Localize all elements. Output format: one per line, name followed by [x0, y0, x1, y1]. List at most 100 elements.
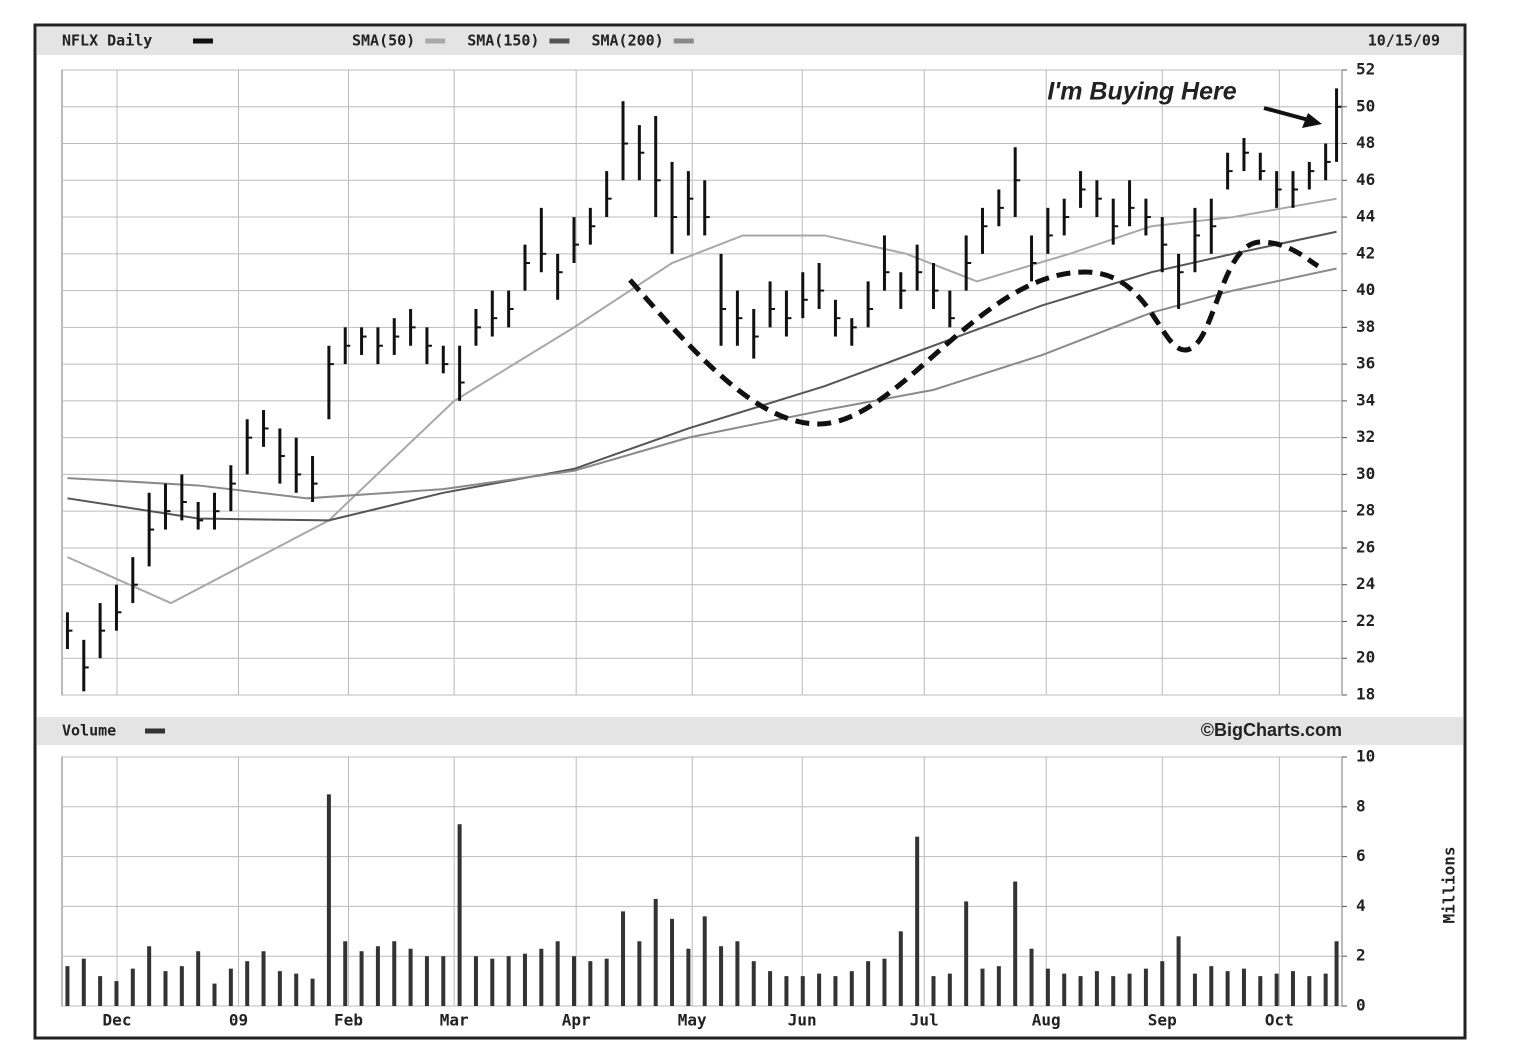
legend-label: SMA(150)	[467, 32, 539, 50]
volume-bar	[228, 968, 233, 1006]
volume-bar	[375, 946, 380, 1006]
price-header	[37, 27, 1463, 55]
volume-bar	[457, 824, 462, 1006]
chart-date: 10/15/09	[1368, 32, 1440, 50]
volume-bar	[114, 981, 119, 1006]
y-tick-label: 52	[1356, 60, 1375, 79]
volume-bar	[1029, 948, 1034, 1006]
x-tick-label: Jun	[788, 1011, 817, 1030]
y-tick-label: 18	[1356, 685, 1375, 704]
x-tick-label: 09	[229, 1011, 248, 1030]
volume-bar	[277, 971, 282, 1006]
volume-bar	[163, 971, 168, 1006]
y-tick-label: 36	[1356, 354, 1375, 373]
volume-bar	[522, 953, 527, 1006]
sma-line	[67, 230, 1337, 522]
x-tick-label: Feb	[334, 1011, 363, 1030]
volume-bar	[931, 976, 936, 1006]
volume-bar	[1045, 968, 1050, 1006]
volume-bar	[212, 983, 217, 1006]
volume-bar	[1209, 966, 1214, 1006]
volume-bar	[506, 956, 511, 1006]
volume-bar	[604, 958, 609, 1006]
volume-bar	[866, 961, 871, 1006]
sma-line	[67, 197, 1337, 605]
volume-header	[37, 717, 1463, 745]
volume-bar	[1013, 881, 1018, 1006]
volume-bar	[473, 956, 478, 1006]
volume-bar	[1323, 973, 1328, 1006]
grid	[62, 69, 1347, 1007]
y-tick-label: 50	[1356, 96, 1375, 115]
volume-bar	[1094, 971, 1099, 1006]
volume-bar	[98, 976, 103, 1006]
volume-bar	[849, 971, 854, 1006]
y-tick-label: 22	[1356, 611, 1375, 630]
volume-bar	[621, 911, 626, 1006]
volume-bar	[408, 948, 413, 1006]
volume-bar	[441, 956, 446, 1006]
y-tick-label: 2	[1356, 946, 1366, 965]
x-tick-label: May	[678, 1011, 707, 1030]
volume-bar	[980, 968, 985, 1006]
volume-bar	[653, 898, 658, 1006]
volume-bar	[702, 916, 707, 1006]
volume-bar	[1078, 976, 1083, 1006]
volume-bar	[359, 951, 364, 1006]
volume-bar	[1143, 968, 1148, 1006]
y-tick-label: 48	[1356, 133, 1375, 152]
volume-bar	[964, 901, 969, 1006]
volume-bar	[424, 956, 429, 1006]
volume-bar	[898, 931, 903, 1006]
volume-bar	[686, 948, 691, 1006]
volume-bar	[719, 946, 724, 1006]
volume-bar	[817, 973, 822, 1006]
volume-bar	[1062, 973, 1067, 1006]
y-tick-label: 4	[1356, 896, 1366, 915]
volume-title: Volume	[62, 722, 116, 740]
volume-bar	[751, 961, 756, 1006]
volume-bar	[490, 958, 495, 1006]
arrow-head	[1302, 113, 1322, 128]
volume-bar	[1274, 973, 1279, 1006]
volume-bar	[947, 973, 952, 1006]
volume-bar	[1307, 976, 1312, 1006]
volume-bar	[670, 918, 675, 1006]
y-tick-label: 0	[1356, 996, 1366, 1015]
volume-bar	[294, 973, 299, 1006]
volume-bar	[147, 946, 152, 1006]
volume-bar	[392, 941, 397, 1006]
y-tick-label: 46	[1356, 170, 1375, 189]
y-tick-label: 10	[1356, 747, 1375, 766]
y-tick-label: 34	[1356, 390, 1375, 409]
y-tick-label: 6	[1356, 846, 1366, 865]
volume-bar	[1290, 971, 1295, 1006]
volume-plot	[61, 756, 1343, 1007]
sma-line	[67, 267, 1337, 500]
volume-bar	[768, 971, 773, 1006]
y-tick-label: 24	[1356, 574, 1375, 593]
volume-bar	[800, 976, 805, 1006]
volume-bar	[996, 966, 1001, 1006]
volume-bar	[65, 966, 70, 1006]
y-tick-label: 32	[1356, 427, 1375, 446]
y-tick-label: 28	[1356, 501, 1375, 520]
volume-bar	[245, 961, 250, 1006]
volume-bar	[637, 941, 642, 1006]
volume-bar	[310, 978, 315, 1006]
volume-bar	[1241, 968, 1246, 1006]
volume-bar	[555, 941, 560, 1006]
x-tick-label: Apr	[562, 1011, 591, 1030]
volume-bar	[179, 966, 184, 1006]
volume-bar	[1192, 973, 1197, 1006]
volume-bar	[539, 948, 544, 1006]
y-tick-label: 44	[1356, 207, 1375, 226]
y-tick-label: 40	[1356, 280, 1375, 299]
volume-bar	[735, 941, 740, 1006]
x-tick-label: Oct	[1265, 1011, 1294, 1030]
y-tick-label: 42	[1356, 243, 1375, 262]
annotation: I'm Buying Here	[1047, 78, 1236, 106]
y-tick-label: 8	[1356, 796, 1366, 815]
pattern-curve	[628, 239, 1320, 427]
